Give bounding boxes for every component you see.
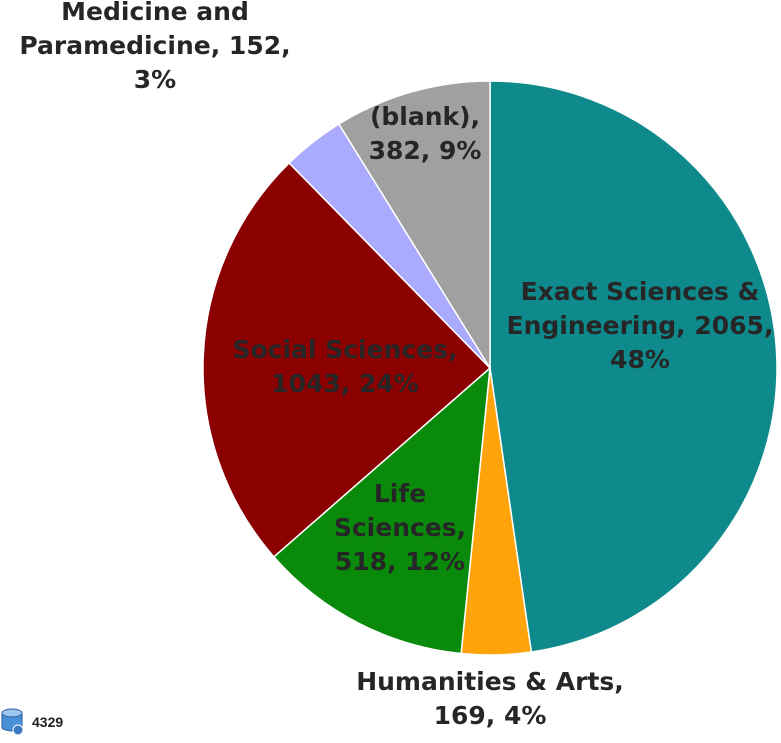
pie-slice [202,161,492,558]
slice-label: Sciences, [334,513,466,542]
slice-label: Exact Sciences & [521,277,760,306]
slice-label: (blank), [370,102,480,131]
slice-label: 382, 9% [369,136,482,165]
slice-label: 518, 12% [335,547,465,576]
slice-label: Life [374,479,426,508]
slice-label: Social Sciences, [232,335,457,364]
slice-label: 3% [134,65,176,94]
pie-slice [337,80,491,371]
slice-label: 169, 4% [434,701,547,730]
slice-label: Engineering, 2065, [507,311,774,340]
slice-label: Medicine and [61,0,249,26]
pie [202,80,778,656]
labels: Exact Sciences & Engineering, 2065, 48% Hum… [19,0,773,730]
pie-slice [489,80,778,653]
slice-label: Humanities & Arts, [356,667,624,696]
slice-label: Paramedicine, 152, [19,31,290,60]
pie-slice [272,366,491,655]
slice-label: 48% [610,345,670,374]
slice-label: 1043, 24% [271,369,419,398]
database-icon [1,708,24,736]
total: 4329 [32,714,63,730]
